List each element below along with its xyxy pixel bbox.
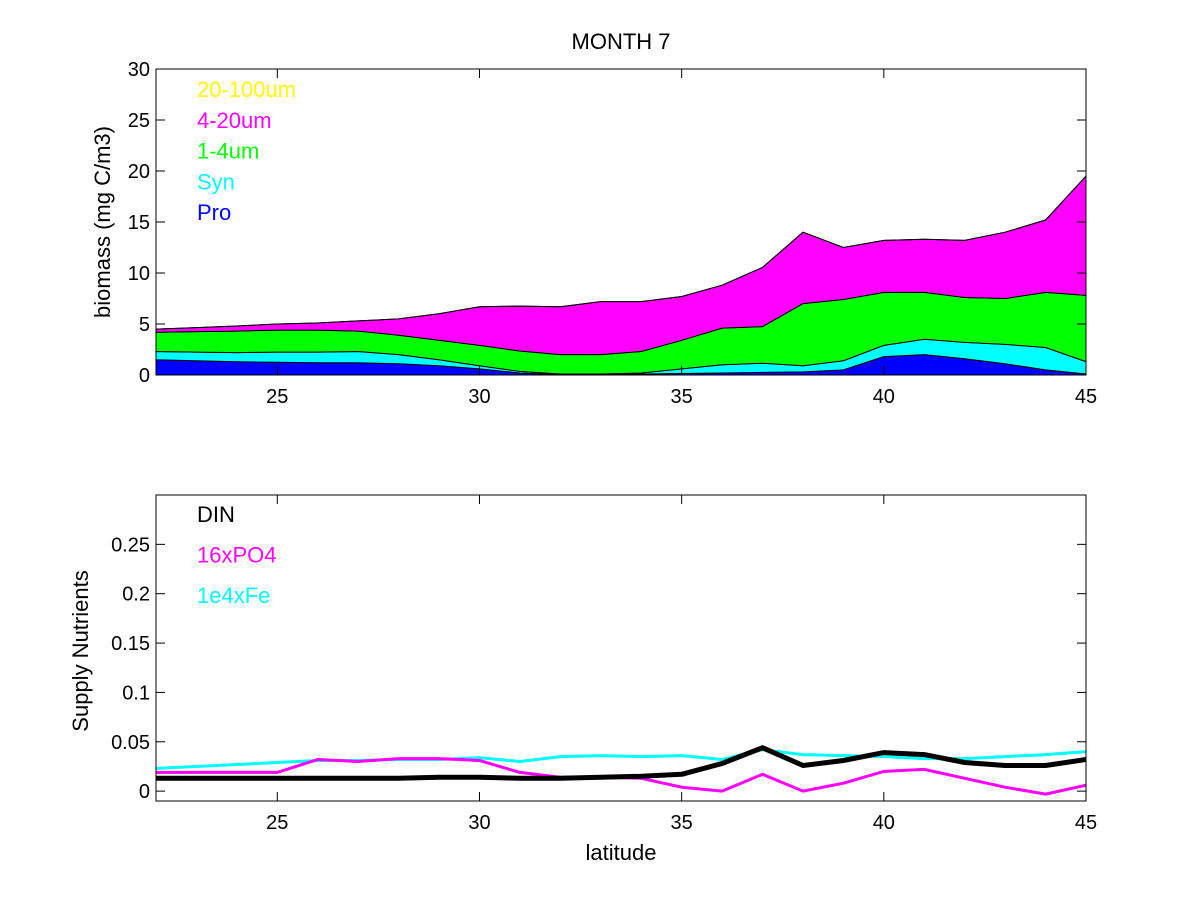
bottom-y-tick-label: 0.1 [122, 682, 150, 704]
top-y-axis-title: biomass (mg C/m3) [90, 126, 115, 318]
top-y-tick-label: 25 [128, 110, 150, 132]
bottom-series-group [156, 745, 1086, 796]
legend-din: DIN [197, 502, 235, 527]
bottom-x-tick-label: 30 [468, 812, 490, 834]
bottom-y-tick-label: 0 [139, 781, 150, 803]
top-y-tick-label: 5 [139, 314, 150, 336]
top-series-group [156, 175, 1086, 375]
bottom-axes-frame [155, 494, 1087, 802]
x-axis-title: latitude [586, 840, 657, 865]
top-y-tick-label: 0 [139, 365, 150, 387]
bottom-y-tick-label: 0.15 [111, 633, 150, 655]
top-x-tick-label: 40 [873, 386, 895, 408]
legend-16xpo4: 16xPO4 [197, 543, 277, 568]
legend-4-20um: 4-20um [197, 108, 272, 133]
bottom-plot: 25 30 35 40 45 0 0.05 0.1 0.15 0.2 0.25 DIN 16xPO4 1e… [111, 494, 1097, 834]
top-y-tick-label: 10 [128, 263, 150, 285]
bottom-y-tick-label: 0.05 [111, 732, 150, 754]
bottom-x-tick-label: 40 [873, 812, 895, 834]
bottom-y-tick-label: 0.2 [122, 584, 150, 606]
top-y-tick-label: 20 [128, 161, 150, 183]
bottom-x-tick-label: 35 [671, 812, 693, 834]
line-din [156, 745, 1086, 781]
legend-syn: Syn [197, 169, 235, 194]
top-x-tick-label: 30 [468, 386, 490, 408]
top-x-tick-label: 35 [671, 386, 693, 408]
legend-20-100um: 20-100um [197, 77, 296, 102]
top-y-tick-label: 30 [128, 59, 150, 81]
bottom-y-tick-label: 0.25 [111, 534, 150, 556]
top-plot: 25 30 35 40 45 0 5 10 15 20 25 30 20-100um 4-20um 1-4u… [128, 59, 1097, 408]
bottom-x-tick-label: 45 [1075, 812, 1097, 834]
top-y-tick-label: 15 [128, 212, 150, 234]
area-20-100um [156, 175, 1086, 330]
bottom-x-tick-label: 25 [266, 812, 288, 834]
legend-pro: Pro [197, 200, 231, 225]
figure-title: MONTH 7 [572, 29, 671, 54]
legend-1e4xfe: 1e4xFe [197, 583, 270, 608]
bottom-y-axis-title: Supply Nutrients [68, 570, 93, 731]
top-x-tick-label: 45 [1075, 386, 1097, 408]
top-x-tick-label: 25 [266, 386, 288, 408]
legend-1-4um: 1-4um [197, 139, 259, 164]
